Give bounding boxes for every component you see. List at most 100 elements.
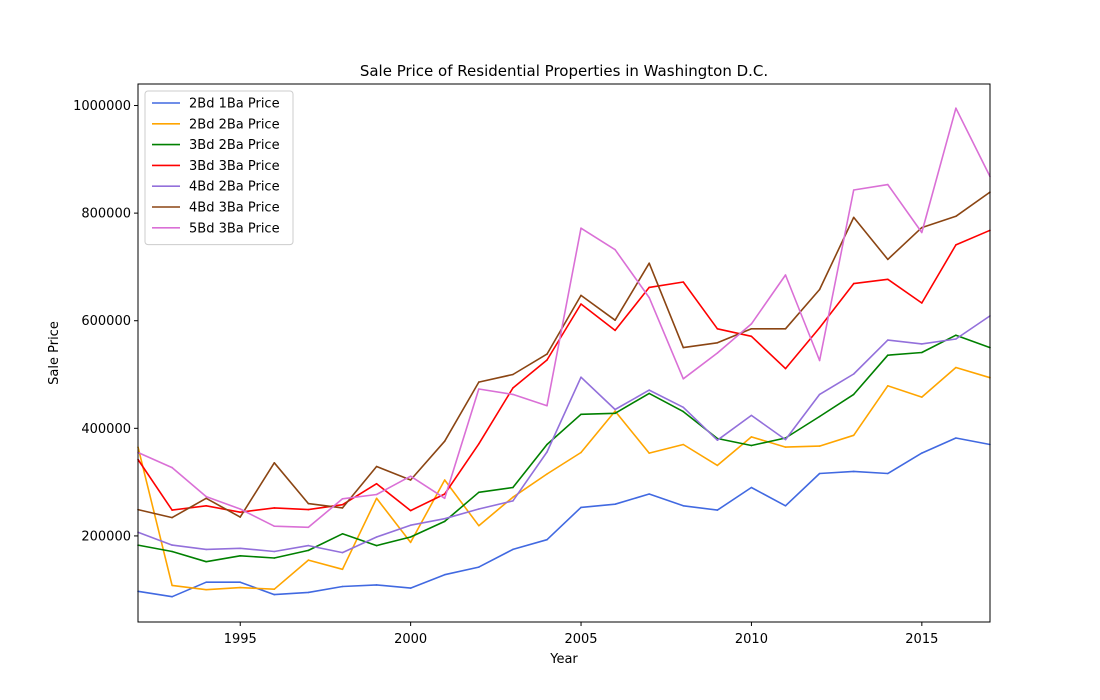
data-point [648,262,650,265]
series-5 [137,315,991,554]
data-point [409,475,412,478]
legend-label: 3Bd 3Ba Price [189,159,280,174]
data-point [614,248,616,251]
data-point [239,508,241,510]
series-line [137,437,991,598]
series-line [137,229,991,514]
data-point [921,396,923,398]
data-point [887,183,889,186]
data-point [341,498,344,500]
data-point [921,231,923,234]
data-point [307,544,310,547]
data-point [375,497,378,500]
data-point [512,393,514,396]
data-point [375,493,378,496]
data-point [205,581,207,583]
legend-item: 3Bd 2Ba Price [152,138,280,153]
data-point [580,376,582,379]
data-point [852,470,855,473]
data-point [921,226,923,229]
data-point [716,352,719,354]
data-point [546,451,548,453]
data-point [750,335,753,338]
data-point [784,438,787,441]
data-point [648,392,650,395]
data-point [546,353,548,355]
data-point [921,351,923,354]
data-point [955,244,957,246]
data-point [409,524,412,526]
data-point [443,479,446,481]
legend-label: 2Bd 2Ba Price [189,117,280,132]
data-point [546,404,548,407]
data-point [375,536,378,538]
data-point [614,410,616,412]
data-point [171,509,173,511]
data-point [682,410,685,413]
data-point [512,486,514,489]
data-point [478,508,480,510]
data-point [273,588,276,590]
legend-item: 5Bd 3Ba Price [152,221,280,236]
data-point [375,544,378,547]
legend-item: 3Bd 3Ba Price [152,159,280,174]
y-tick-label: 200000 [81,529,131,544]
data-point [512,500,514,502]
data-point [443,517,446,520]
data-point [955,437,957,439]
data-point [784,274,787,276]
x-tick-label: 2000 [394,632,427,647]
y-tick-label: 600000 [81,314,131,329]
data-point [580,227,582,229]
data-point [716,439,719,442]
data-point [478,524,480,527]
x-axis-label: Year [549,652,578,667]
data-point [852,216,855,219]
data-point [648,286,650,289]
data-point [478,566,480,568]
data-point [614,412,616,415]
data-point [273,507,276,509]
data-point [239,511,241,513]
data-point [580,294,582,297]
data-point [273,550,276,553]
data-point [955,107,957,109]
series-line [137,315,991,554]
data-point [512,496,514,499]
data-point [307,526,310,529]
y-axis-label: Sale Price [47,321,62,385]
legend-label: 4Bd 3Ba Price [189,201,280,216]
data-point [375,584,378,586]
data-point [341,568,344,571]
data-point [921,343,923,345]
data-point [887,339,889,341]
data-point [887,354,889,357]
data-point [205,495,207,498]
data-point [818,288,821,291]
data-point [852,373,855,375]
data-point [443,573,446,576]
data-point [273,593,276,596]
data-point [273,557,276,559]
data-point [750,328,753,330]
data-point [921,452,923,454]
data-point [546,443,548,446]
data-point [273,462,276,464]
data-point [614,329,616,332]
legend-label: 5Bd 3Ba Price [189,221,280,236]
data-point [205,497,207,500]
legend: 2Bd 1Ba Price 2Bd 2Ba Price 3Bd 2Ba Price 3… [144,90,294,246]
chart-title: Sale Price of Residential Properties in … [360,62,768,80]
data-point [307,502,310,505]
data-point [341,507,344,509]
data-point [171,584,173,587]
data-point [682,378,685,380]
data-point [750,486,753,489]
legend-label: 4Bd 2Ba Price [189,180,280,195]
data-point [887,385,889,387]
data-point [443,440,446,443]
data-point [784,328,787,330]
data-point [512,548,514,551]
